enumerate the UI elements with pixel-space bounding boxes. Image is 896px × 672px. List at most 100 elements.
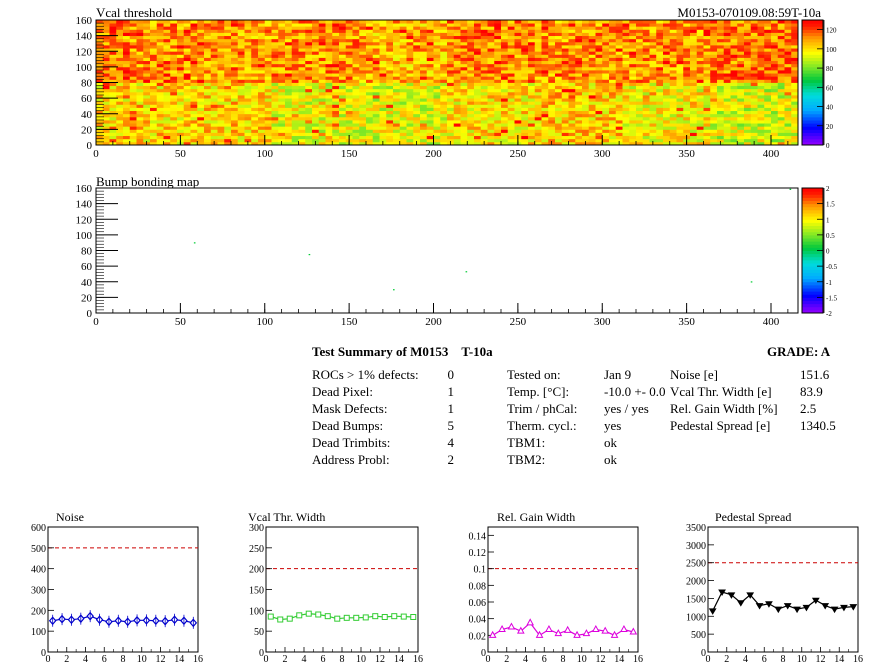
vcal-pixel-cell: [339, 101, 347, 105]
vcal-pixel-cell: [696, 91, 704, 96]
vcal-pixel-cell: [487, 23, 495, 27]
vcal-pixel-cell: [318, 29, 326, 33]
vcal-pixel-cell: [318, 66, 326, 71]
vcal-pixel-cell: [744, 129, 752, 133]
vcal-pixel-cell: [264, 70, 272, 74]
vcal-pixel-cell: [386, 141, 394, 146]
vcal-pixel-cell: [622, 29, 630, 33]
vcal-pixel-cell: [96, 45, 104, 49]
vcal-pixel-cell: [595, 26, 603, 30]
vcal-pixel-cell: [663, 79, 671, 83]
vcal-pixel-cell: [744, 26, 752, 30]
vcal-pixel-cell: [494, 85, 502, 90]
defects-block-row-label: Mask Defects:: [312, 401, 388, 416]
vcal-pixel-cell: [258, 82, 266, 87]
vcal-pixel-cell: [190, 48, 198, 52]
vcal-pixel-cell: [696, 48, 704, 52]
graph-x-tick-label: 16: [193, 654, 203, 665]
vcal-pixel-cell: [588, 48, 596, 52]
vcal-pixel-cell: [555, 48, 563, 52]
vcal-pixel-cell: [379, 98, 387, 102]
vcal-pixel-cell: [696, 126, 704, 130]
vcal-pixel-cell: [717, 54, 725, 58]
vcal-pixel-cell: [143, 63, 151, 68]
vcal-pixel-cell: [123, 132, 131, 137]
vcal-pixel-cell: [244, 63, 252, 68]
vcal-pixel-cell: [764, 82, 772, 87]
vcal-pixel-cell: [453, 20, 461, 24]
vcal-pixel-cell: [683, 113, 691, 118]
vcal-pixel-cell: [575, 66, 583, 71]
vcal-palette-color-band: [802, 110, 823, 115]
vcal-pixel-cell: [393, 116, 401, 121]
vcal-pixel-cell: [487, 26, 495, 30]
vcal-pixel-cell: [96, 107, 104, 112]
vcal-pixel-cell: [582, 123, 590, 127]
vcal-pixel-cell: [744, 73, 752, 77]
vcal-pixel-cell: [332, 35, 340, 40]
vcal-pixel-cell: [237, 135, 245, 140]
vcal-palette-tick-label: 40: [826, 104, 834, 112]
vcal-pixel-cell: [190, 63, 198, 68]
vcal-pixel-cell: [474, 57, 482, 62]
vcal-pixel-cell: [217, 51, 225, 55]
vcal-pixel-cell: [143, 45, 151, 49]
vcal-pixel-cell: [190, 101, 198, 105]
vcal-pixel-cell: [420, 26, 428, 30]
vcal-pixel-cell: [474, 138, 482, 143]
vcal-pixel-cell: [123, 20, 131, 24]
vcal-pixel-cell: [170, 35, 178, 40]
vcal-pixel-cell: [676, 79, 684, 83]
conditions-block-row-label: Trim / phCal:: [507, 401, 578, 416]
vcal-pixel-cell: [595, 79, 603, 83]
vcal-pixel-cell: [629, 126, 637, 130]
vcal-pixel-cell: [177, 126, 185, 130]
vcal-pixel-cell: [433, 23, 441, 27]
vcal-pixel-cell: [339, 38, 347, 43]
vcal-pixel-cell: [649, 95, 657, 99]
vcal-pixel-cell: [629, 120, 637, 124]
vcal-pixel-cell: [420, 113, 428, 118]
vcal-pixel-cell: [150, 110, 158, 115]
vcal-pixel-cell: [420, 51, 428, 55]
graph-y-tick-label: 0.04: [469, 615, 487, 626]
vcal-pixel-cell: [784, 129, 792, 133]
vcal-pixel-cell: [318, 79, 326, 83]
vcal-pixel-cell: [123, 98, 131, 102]
vcal-pixel-cell: [183, 123, 191, 127]
vcal-pixel-cell: [399, 32, 407, 37]
vcal-pixel-cell: [629, 41, 637, 46]
vcal-pixel-cell: [521, 135, 529, 140]
graph-y-tick-label: 300: [31, 586, 46, 597]
vcal-pixel-cell: [393, 73, 401, 77]
vcal-pixel-cell: [541, 132, 549, 137]
vcal-pixel-cell: [771, 35, 779, 40]
vcal-pixel-cell: [528, 32, 536, 37]
vcal-pixel-cell: [744, 88, 752, 93]
vcal-pixel-cell: [771, 48, 779, 52]
vcal-pixel-cell: [116, 20, 124, 24]
vcal-pixel-cell: [352, 73, 360, 77]
vcal-pixel-cell: [345, 60, 353, 65]
vcal-pixel-cell: [102, 60, 110, 65]
vcal-pixel-cell: [156, 101, 164, 105]
vcal-pixel-cell: [636, 76, 644, 80]
vcal-pixel-cell: [237, 51, 245, 55]
vcal-pixel-cell: [737, 23, 745, 27]
bump-palette-color-band: [802, 194, 823, 198]
vcal-pixel-cell: [339, 57, 347, 62]
vcal-pixel-cell: [521, 26, 529, 30]
vcal-pixel-cell: [568, 79, 576, 83]
vcal-pixel-cell: [568, 63, 576, 68]
vcal-pixel-cell: [636, 101, 644, 105]
vcal-pixel-cell: [548, 38, 556, 43]
vcal-pixel-cell: [494, 120, 502, 124]
vcal-pixel-cell: [696, 41, 704, 46]
vcal-pixel-cell: [210, 35, 218, 40]
vcal-pixel-cell: [318, 76, 326, 80]
vcal-pixel-cell: [440, 20, 448, 24]
vcal-pixel-cell: [534, 135, 542, 140]
vcal-pixel-cell: [615, 66, 623, 71]
vcal-pixel-cell: [696, 32, 704, 37]
vcal-pixel-cell: [244, 38, 252, 43]
